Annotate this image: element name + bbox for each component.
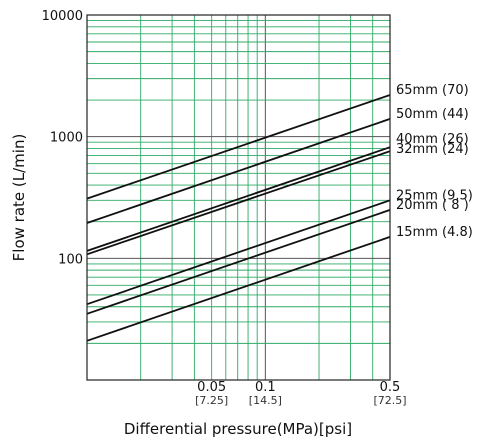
series-labels: 65mm (70) 50mm (44) 40mm (26)32mm (24) 25mm… bbox=[396, 83, 473, 240]
x-tick-label: 0.05 bbox=[197, 380, 226, 395]
series-line bbox=[86, 94, 391, 200]
series-label: 50mm (44) bbox=[396, 107, 469, 122]
plot-frame bbox=[86, 14, 391, 381]
y-tick-label: 10000 bbox=[42, 9, 83, 24]
x-tick-label: 0.5 bbox=[380, 380, 401, 395]
series-lines bbox=[86, 94, 391, 342]
series-line bbox=[86, 118, 391, 224]
series-line bbox=[86, 236, 391, 342]
series-line bbox=[86, 150, 391, 256]
series-label: 40mm (26) bbox=[396, 132, 469, 147]
y-axis-title: Flow rate (L/min) bbox=[10, 134, 28, 262]
x-tick-labels: 0.05[7.25] 0.1[14.5] 0.5[72.5] bbox=[195, 380, 406, 407]
x-axis-title: Differential pressure(MPa)[psi] bbox=[124, 420, 352, 438]
series-label: 32mm (24) bbox=[396, 142, 469, 157]
x-tick-sublabel: [7.25] bbox=[195, 394, 228, 407]
series-label: 25mm (9.5) bbox=[396, 188, 473, 203]
series-line bbox=[86, 209, 391, 315]
x-tick-sublabel: [14.5] bbox=[249, 394, 282, 407]
series-line bbox=[86, 146, 391, 252]
series-label: 65mm (70) bbox=[396, 83, 469, 98]
series-line bbox=[86, 199, 391, 306]
series-label: 15mm (4.8) bbox=[396, 225, 473, 240]
x-tick-label: 0.1 bbox=[255, 380, 276, 395]
series-label: 20mm ( 8 ) bbox=[396, 198, 469, 213]
y-tick-labels: 100 1000 10000 bbox=[42, 9, 83, 267]
y-tick-label: 1000 bbox=[50, 131, 83, 146]
y-tick-label: 100 bbox=[58, 252, 83, 267]
x-tick-sublabel: [72.5] bbox=[373, 394, 406, 407]
